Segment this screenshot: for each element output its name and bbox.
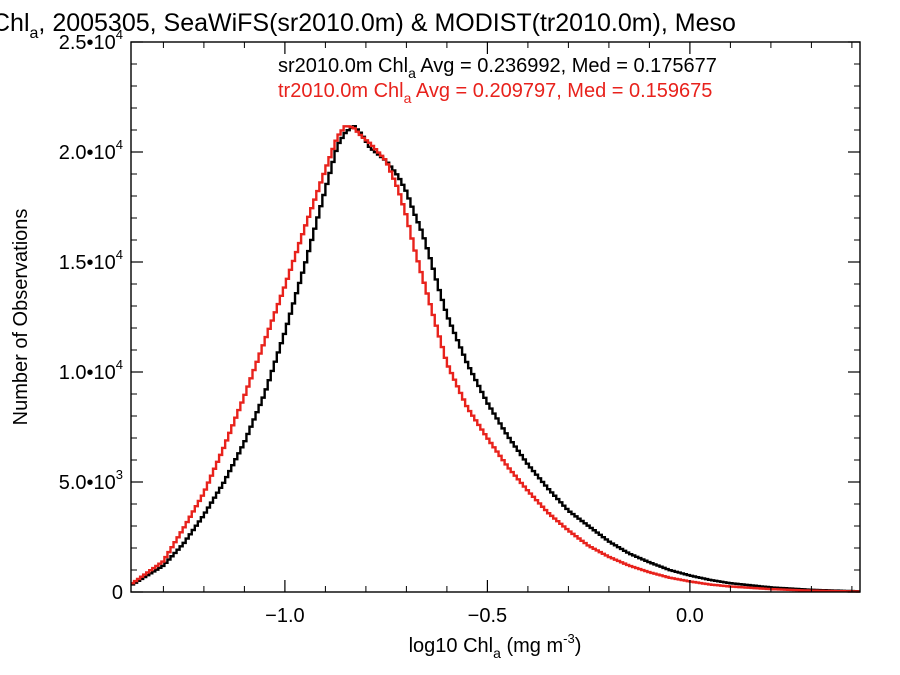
x-tick-label: −1.0: [265, 605, 304, 627]
x-tick-label: −0.5: [468, 605, 507, 627]
y-tick-label: 1.0•104: [59, 357, 123, 384]
series-layer: [131, 124, 860, 593]
y-tick-label: 2.0•104: [59, 137, 123, 164]
y-tick-label: 0: [112, 582, 123, 604]
y-tick-label: 1.5•104: [59, 247, 123, 274]
plot-frame: [130, 41, 861, 593]
x-axis-label: log10 Chla (mg m-3): [409, 631, 582, 661]
y-tick-label: 5.0•103: [59, 467, 123, 494]
legend-entry-tr: tr2010.0m Chla Avg = 0.209797, Med = 0.1…: [278, 80, 712, 106]
legend-entry-sr: sr2010.0m Chla Avg = 0.236992, Med = 0.1…: [278, 55, 717, 81]
x-tick-label: 0.0: [676, 605, 704, 627]
series-0-histogram: [131, 124, 860, 593]
chart-title: Chla, 2005305, SeaWiFS(sr2010.0m) & MODI…: [0, 9, 736, 42]
y-tick-label: 2.5•104: [59, 27, 123, 54]
y-axis-label: Number of Observations: [10, 209, 32, 426]
series-1-histogram: [131, 125, 860, 593]
axis-layer: −1.0 −0.5 0.0 0 5.0•103 1.0•104 1.5•104 2.0•104…: [59, 27, 861, 627]
